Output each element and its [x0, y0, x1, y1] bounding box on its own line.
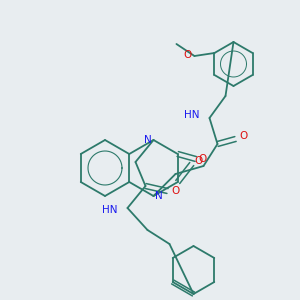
Text: O: O — [171, 186, 180, 196]
Text: O: O — [239, 131, 247, 141]
Text: O: O — [183, 50, 192, 60]
Text: O: O — [199, 154, 207, 164]
Text: N: N — [144, 135, 152, 145]
Text: O: O — [195, 156, 203, 166]
Text: HN: HN — [102, 205, 118, 215]
Text: HN: HN — [184, 110, 200, 120]
Text: N: N — [154, 191, 162, 201]
